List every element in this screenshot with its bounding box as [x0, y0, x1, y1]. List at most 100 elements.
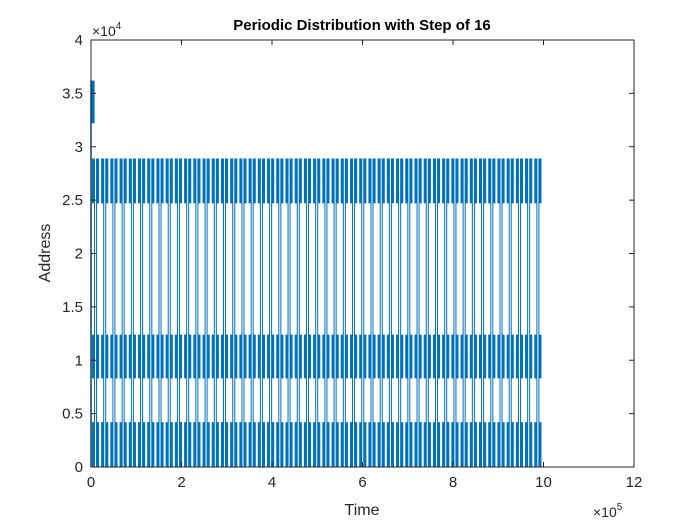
band-block — [285, 422, 289, 467]
band-block — [161, 422, 164, 467]
band-block — [317, 158, 321, 204]
band-block — [455, 334, 459, 379]
y-exponent-base: ×10 — [92, 23, 116, 39]
y-tick-label: 0 — [75, 459, 83, 476]
band-block — [451, 158, 454, 204]
band-block — [174, 158, 178, 204]
band-block — [96, 422, 100, 467]
band-block — [368, 158, 371, 204]
band-block — [437, 158, 441, 204]
band-block — [243, 334, 247, 379]
band-block — [133, 422, 136, 467]
band-block — [465, 422, 468, 467]
x-tick-label: 0 — [87, 474, 95, 491]
band-block — [161, 158, 164, 204]
band-block — [520, 158, 524, 204]
band-block — [488, 422, 491, 467]
band-block — [451, 422, 454, 467]
band-block — [202, 158, 206, 204]
band-block — [502, 158, 505, 204]
band-block — [419, 158, 422, 204]
band-block — [336, 158, 339, 204]
band-block — [322, 158, 325, 204]
band-block — [520, 422, 524, 467]
plot-area — [91, 40, 634, 467]
band-block — [340, 334, 344, 379]
band-block — [534, 422, 537, 467]
band-block — [478, 334, 482, 379]
x-axis-exponent: ×105 — [593, 502, 623, 520]
band-block — [96, 158, 100, 204]
band-block — [151, 334, 155, 379]
data-layer — [90, 80, 542, 467]
y-tick-label: 1 — [75, 352, 83, 369]
band-block — [170, 334, 173, 379]
band-block — [253, 422, 256, 467]
band-block — [197, 422, 201, 467]
band-block — [326, 334, 330, 379]
band-block — [373, 334, 376, 379]
band-block — [156, 334, 159, 379]
band-block — [253, 334, 256, 379]
band-block — [193, 158, 196, 204]
band-block — [446, 334, 450, 379]
band-block — [248, 334, 252, 379]
band-block — [137, 334, 141, 379]
band-block — [193, 422, 196, 467]
band-block — [299, 334, 302, 379]
band-block — [497, 334, 500, 379]
band-block — [373, 158, 376, 204]
band-block — [317, 334, 321, 379]
band-block — [474, 422, 477, 467]
band-block — [230, 158, 233, 204]
band-block — [405, 422, 408, 467]
band-block — [331, 334, 335, 379]
band-block — [506, 422, 510, 467]
band-block — [345, 334, 348, 379]
band-block — [354, 158, 358, 204]
band-block — [313, 158, 316, 204]
band-block — [133, 158, 136, 204]
band-block — [506, 158, 510, 204]
band-block — [423, 158, 427, 204]
band-block — [110, 334, 113, 379]
band-block — [488, 158, 491, 204]
band-block — [119, 158, 123, 204]
y-axis-exponent: ×104 — [92, 21, 122, 39]
band-block — [497, 158, 500, 204]
band-block — [520, 334, 524, 379]
band-block — [391, 158, 395, 204]
band-block — [142, 422, 146, 467]
band-block — [465, 334, 468, 379]
band-block — [386, 334, 390, 379]
band-block — [124, 158, 127, 204]
band-block — [511, 158, 514, 204]
band-block — [114, 334, 118, 379]
band-block — [419, 422, 422, 467]
band-block — [446, 158, 450, 204]
band-block — [207, 422, 210, 467]
x-exponent-base: ×10 — [593, 504, 617, 520]
band-block — [230, 422, 233, 467]
band-block — [359, 422, 362, 467]
band-block — [179, 334, 183, 379]
band-block — [234, 158, 238, 204]
band-block — [202, 422, 206, 467]
band-block — [377, 422, 381, 467]
x-tick-label: 2 — [177, 474, 185, 491]
band-block — [483, 158, 487, 204]
band-block — [188, 422, 192, 467]
chart-title: Periodic Distribution with Step of 16 — [233, 17, 491, 34]
band-block — [455, 158, 459, 204]
band-block — [511, 334, 514, 379]
band-block — [396, 334, 399, 379]
band-block — [391, 334, 395, 379]
band-block — [267, 334, 270, 379]
band-block — [409, 334, 413, 379]
band-block — [271, 422, 275, 467]
x-tick-label: 12 — [626, 474, 643, 491]
band-block — [179, 158, 183, 204]
band-block — [243, 158, 247, 204]
band-block — [156, 422, 159, 467]
